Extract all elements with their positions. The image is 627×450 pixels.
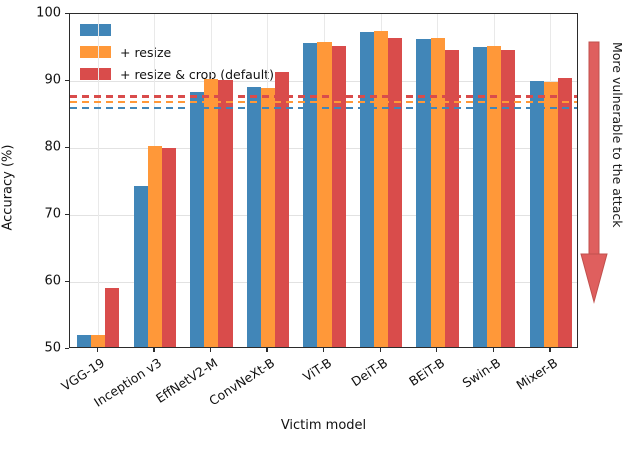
bar (260, 87, 275, 347)
bar (246, 87, 261, 347)
legend-label: + resize & crop (default) (120, 66, 274, 82)
y-tick-mark (65, 79, 69, 81)
bar (77, 334, 92, 347)
threshold-line (70, 95, 577, 98)
x-tick-mark (266, 348, 268, 352)
bar (218, 79, 233, 347)
bar (359, 32, 374, 347)
bar (444, 50, 459, 347)
bar (274, 72, 290, 347)
legend-swatch (80, 24, 111, 36)
bar (557, 78, 572, 347)
legend-item: + resize (80, 41, 274, 63)
bar (416, 38, 431, 347)
bar (91, 334, 106, 347)
bar (388, 38, 403, 347)
x-tick-mark (323, 348, 325, 352)
gridline (97, 14, 99, 347)
y-tick-mark (65, 280, 69, 282)
bar (147, 146, 162, 347)
y-tick-mark (65, 146, 69, 148)
x-tick-mark (153, 348, 155, 352)
bar (487, 45, 502, 347)
y-tick-mark (65, 12, 69, 14)
x-axis-label: Victim model (280, 418, 367, 433)
legend-swatch (80, 46, 111, 58)
bar (430, 38, 445, 347)
y-tick-mark (65, 213, 69, 215)
bar (543, 82, 558, 347)
y-axis-label: Accuracy (%) (0, 144, 16, 231)
bar (473, 46, 488, 347)
threshold-line (70, 106, 577, 109)
bar (303, 42, 318, 347)
x-tick-mark (379, 348, 381, 352)
y-tick-label: 50 (44, 340, 61, 356)
bar (529, 81, 544, 347)
threshold-line (70, 100, 577, 103)
bar (133, 185, 148, 347)
bar (501, 50, 516, 347)
vulnerability-annotation: More vulnerable to the attack (578, 0, 627, 450)
bar (204, 79, 219, 347)
bar (105, 288, 120, 347)
annotation-text: More vulnerable to the attack (610, 42, 625, 228)
bar (190, 92, 205, 347)
legend-item (80, 19, 274, 41)
legend: + resize + resize & crop (default) (80, 19, 274, 85)
bar (317, 42, 332, 347)
y-tick-label: 90 (44, 72, 61, 88)
x-tick-mark (96, 348, 99, 352)
x-tick-mark (209, 348, 212, 352)
x-tick-mark (549, 348, 551, 352)
x-tick-mark (492, 348, 494, 352)
y-tick-label: 60 (44, 273, 61, 289)
plot-area: + resize + resize & crop (default) (69, 13, 578, 348)
bar (374, 30, 389, 347)
bar (331, 45, 346, 347)
legend-label: + resize (120, 44, 172, 60)
y-tick-label: 80 (44, 139, 61, 155)
legend-item: + resize & crop (default) (80, 63, 274, 85)
down-arrow-icon (580, 41, 608, 304)
bar (161, 148, 176, 347)
y-tick-label: 100 (36, 5, 61, 21)
x-tick-mark (436, 348, 438, 352)
legend-swatch (80, 68, 111, 80)
y-tick-mark (65, 347, 69, 349)
y-tick-label: 70 (44, 206, 61, 222)
